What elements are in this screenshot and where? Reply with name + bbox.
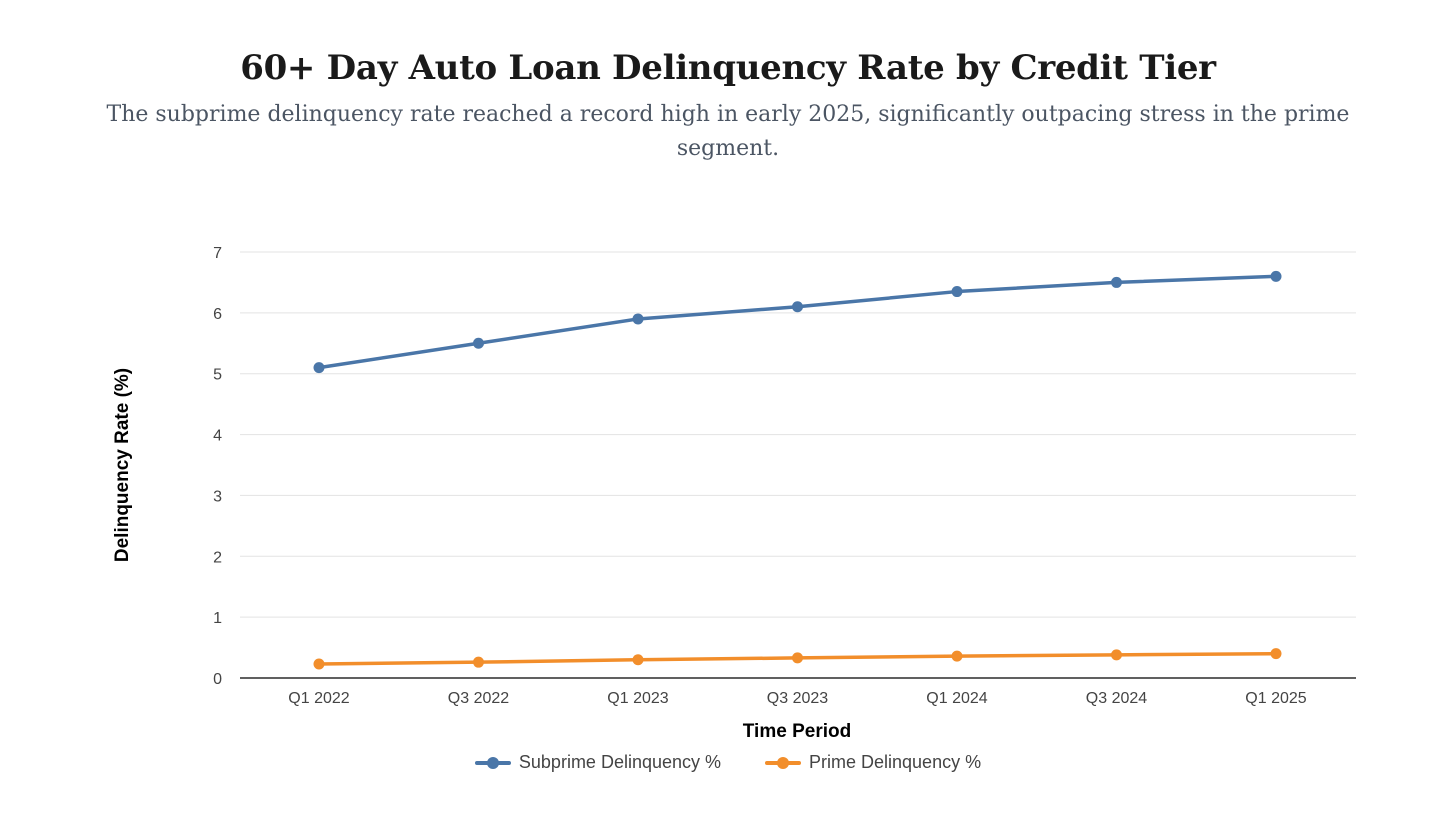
y-tick-label: 3 (213, 488, 222, 505)
y-tick-label: 7 (213, 245, 222, 262)
legend-swatch-dot (486, 756, 499, 769)
x-tick-label: Q1 2023 (607, 690, 668, 707)
data-point (1111, 649, 1122, 661)
data-point (632, 313, 644, 325)
y-tick-label: 4 (213, 428, 222, 445)
y-axis-ticks: 0 1 2 3 4 5 6 7 (213, 245, 222, 688)
x-axis-title: Time Period (743, 721, 851, 742)
x-tick-label: Q3 2023 (767, 690, 828, 707)
data-point (473, 656, 484, 668)
data-point (1111, 276, 1122, 288)
data-point (792, 652, 803, 664)
legend-label: Subprime Delinquency % (518, 752, 722, 772)
x-tick-label: Q1 2024 (926, 690, 987, 707)
legend-item: Subprime Delinquency % (474, 752, 722, 773)
data-point (951, 286, 963, 298)
chart-title: 60+ Day Auto Loan Delinquency Rate by Cr… (240, 48, 1216, 88)
data-point (313, 362, 325, 374)
legend-swatch (474, 756, 511, 769)
x-tick-label: Q1 2025 (1245, 690, 1306, 707)
y-axis-title: Delinquency Rate (%) (112, 368, 133, 562)
legend-item: Prime Delinquency % (765, 752, 981, 773)
y-tick-label: 0 (213, 671, 222, 688)
legend-label: Prime Delinquency % (809, 752, 982, 772)
y-tick-label: 1 (213, 610, 222, 627)
data-point (1270, 270, 1282, 282)
legend-swatch (765, 756, 802, 769)
chart-subtitle: The subprime delinquency rate reached a … (106, 102, 1350, 161)
x-axis-ticks: Q1 2022 Q3 2022 Q1 2023 Q3 2023 Q1 2024 Q3 20… (288, 690, 1306, 707)
y-tick-label: 5 (213, 367, 222, 384)
chart-header: 60+ Day Auto Loan Delinquency Rate by Cr… (0, 44, 1456, 166)
x-tick-label: Q3 2024 (1086, 690, 1147, 707)
series-2 (313, 648, 1282, 670)
data-point (632, 654, 644, 666)
data-point (1270, 648, 1282, 660)
y-tick-label: 2 (213, 549, 222, 566)
y-gridlines (240, 251, 1356, 618)
y-tick-label: 6 (213, 306, 222, 323)
chart-legend: Subprime Delinquency % Prime Delinquency … (0, 752, 1456, 773)
data-point (792, 301, 803, 313)
data-point (951, 650, 963, 662)
x-tick-label: Q1 2022 (288, 690, 349, 707)
data-point (313, 658, 325, 670)
series-1 (313, 270, 1282, 374)
x-tick-label: Q3 2022 (448, 690, 509, 707)
data-point (473, 337, 484, 349)
series-line (317, 274, 1278, 370)
legend-swatch-dot (777, 756, 790, 769)
